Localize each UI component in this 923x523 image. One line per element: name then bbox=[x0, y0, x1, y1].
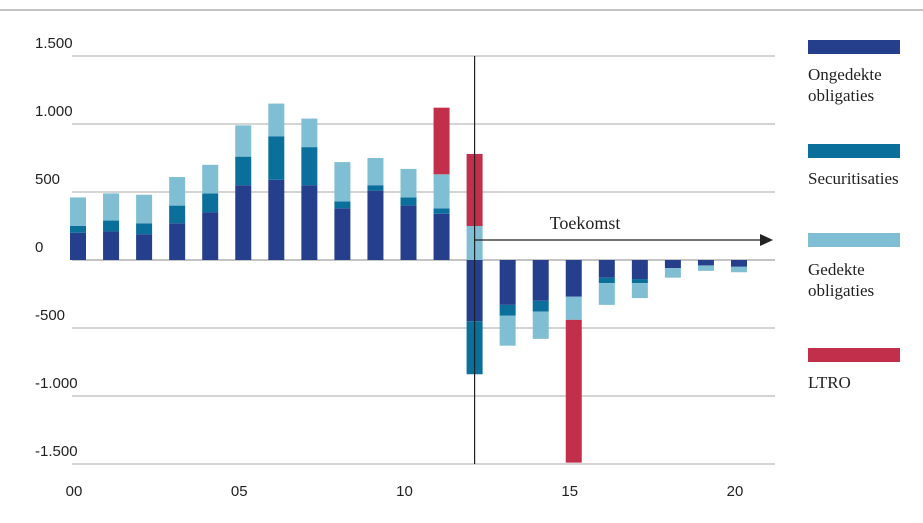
legend-label: Ongedekte obligaties bbox=[808, 65, 882, 105]
bar-segment bbox=[731, 260, 747, 267]
bar-segment bbox=[169, 205, 186, 224]
bar-segment bbox=[334, 162, 351, 202]
x-tick-label: 05 bbox=[231, 483, 248, 500]
legend-label: Gedekte obligaties bbox=[808, 260, 875, 300]
bar-segment bbox=[697, 260, 714, 266]
bar-segment bbox=[136, 194, 153, 224]
x-tick-label: 20 bbox=[727, 483, 744, 500]
bar-segment bbox=[433, 107, 450, 175]
bar-segment bbox=[268, 136, 285, 180]
legend-item: Gedekte obligaties bbox=[808, 233, 920, 301]
bar-segment bbox=[400, 205, 417, 260]
legend-label: Securitisaties bbox=[808, 169, 899, 188]
bar-segment bbox=[433, 213, 450, 260]
legend-item: LTRO bbox=[808, 348, 920, 393]
bar-segment bbox=[631, 279, 648, 284]
x-tick-label: 00 bbox=[66, 483, 83, 500]
y-tick-label: -500 bbox=[35, 307, 65, 324]
bar-segment bbox=[334, 208, 351, 260]
bar-segment bbox=[499, 315, 516, 346]
legend-swatch bbox=[808, 40, 900, 54]
bar-segment bbox=[136, 234, 153, 260]
bar-segment bbox=[664, 260, 681, 269]
bar-segment bbox=[334, 201, 351, 209]
bar-segment bbox=[400, 197, 417, 206]
bar-segment bbox=[268, 103, 285, 137]
annotation: Toekomst bbox=[550, 213, 621, 233]
bar-segment bbox=[70, 226, 86, 233]
bar-segment bbox=[136, 223, 153, 235]
bar-segment bbox=[499, 304, 516, 316]
bar-segment bbox=[598, 283, 615, 305]
y-tick-label: 1.500 bbox=[35, 35, 73, 52]
bar-segment bbox=[235, 185, 252, 260]
bar-segment bbox=[169, 223, 186, 260]
bar-segment bbox=[103, 220, 120, 232]
bar-segment bbox=[202, 212, 219, 260]
bar-segment bbox=[697, 265, 714, 271]
legend-label: LTRO bbox=[808, 373, 851, 392]
bar-segment bbox=[367, 190, 384, 260]
bar-segment bbox=[731, 266, 747, 273]
bar-segment bbox=[499, 260, 516, 305]
legend-item: Ongedekte obligaties bbox=[808, 40, 920, 106]
legend-item: Securitisaties bbox=[808, 144, 920, 189]
bar-segment bbox=[70, 197, 86, 226]
x-tick-label: 15 bbox=[561, 483, 578, 500]
bar-segment bbox=[70, 232, 86, 260]
bar-segment bbox=[433, 174, 450, 209]
bar-segment bbox=[235, 125, 252, 157]
bar-segment bbox=[598, 277, 615, 284]
y-tick-label: 500 bbox=[35, 171, 60, 188]
bar-segment bbox=[103, 193, 120, 221]
bar-segment bbox=[532, 260, 549, 301]
bar-segment bbox=[433, 208, 450, 214]
bar-segment bbox=[565, 319, 582, 463]
legend-swatch bbox=[808, 233, 900, 247]
y-tick-label: -1.500 bbox=[35, 443, 78, 460]
y-tick-label: 1.000 bbox=[35, 103, 73, 120]
bar-segment bbox=[532, 300, 549, 312]
bar-segment bbox=[367, 185, 384, 191]
bar-segment bbox=[532, 311, 549, 339]
bar-segment bbox=[301, 147, 318, 186]
bar-segment bbox=[367, 158, 384, 186]
bar-segment bbox=[631, 283, 648, 299]
y-tick-label: -1.000 bbox=[35, 375, 78, 392]
x-tick-label: 10 bbox=[396, 483, 413, 500]
legend-swatch bbox=[808, 144, 900, 158]
bar-segment bbox=[631, 260, 648, 280]
y-tick-label: 0 bbox=[35, 239, 43, 256]
bar-segment bbox=[235, 156, 252, 186]
bar-segment bbox=[202, 193, 219, 213]
bar-segment bbox=[169, 177, 186, 206]
bar-segment bbox=[400, 168, 417, 198]
bar-segment bbox=[301, 118, 318, 148]
bar-segment bbox=[268, 179, 285, 260]
bar-segment bbox=[301, 185, 318, 260]
arrow-head bbox=[760, 234, 773, 246]
bar-segment bbox=[565, 296, 582, 320]
bar-segment bbox=[565, 260, 582, 297]
bar-segment bbox=[664, 268, 681, 278]
bar-segment bbox=[598, 260, 615, 278]
legend-swatch bbox=[808, 348, 900, 362]
bar-segment bbox=[202, 164, 219, 194]
bar-segment bbox=[103, 231, 120, 260]
